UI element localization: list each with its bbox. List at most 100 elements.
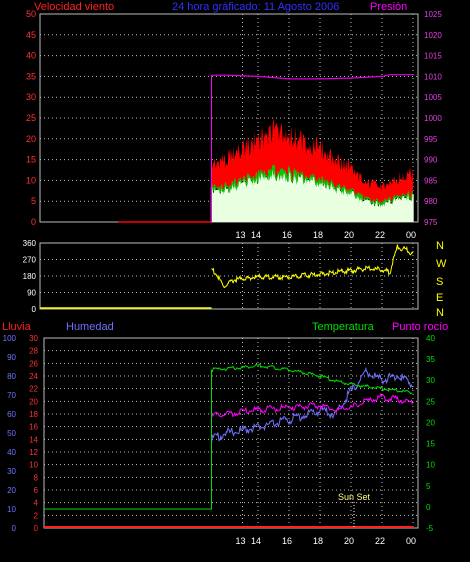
x-tick-label-22: 22 (375, 536, 385, 546)
sunset-label: Sun Set (338, 492, 371, 502)
rain-title: Lluvia (2, 321, 32, 333)
pressure-y-tick-label: 1010 (424, 72, 442, 81)
x-tick-label-14: 14 (251, 536, 261, 546)
rain-y-tick-label: 12 (29, 448, 38, 457)
rain-y-tick-label: 22 (29, 385, 38, 394)
x-tick-label-20: 20 (344, 230, 354, 240)
temperature-y-tick-label: 25 (426, 397, 435, 406)
temperature-y-tick-label: -5 (426, 524, 434, 533)
temperature-y-tick-label: 15 (426, 440, 435, 449)
axis-tick-labels: 0510152025303540455097598098599099510001… (3, 9, 443, 546)
wind-direction-line (211, 244, 414, 289)
rain-y-tick-label: 2 (34, 511, 39, 520)
pressure-y-tick-label: 990 (424, 156, 438, 165)
rain-y-tick-label: 20 (29, 397, 38, 406)
pressure-y-tick-label: 995 (424, 135, 438, 144)
humidity-y-tick-label: 50 (7, 429, 16, 438)
humidity-y-tick-label: 80 (7, 372, 16, 381)
x-tick-label-20: 20 (344, 536, 354, 546)
pressure-y-tick-label: 1000 (424, 114, 442, 123)
direction-y-tick-label: 270 (23, 256, 37, 265)
humidity-y-tick-label: 40 (7, 448, 16, 457)
grid-lines (40, 14, 418, 528)
pressure-y-tick-label: 980 (424, 197, 438, 206)
wind-y-tick-label: 40 (26, 51, 36, 61)
x-tick-label-00: 00 (406, 230, 416, 240)
humidity-y-tick-label: 70 (7, 391, 16, 400)
wind-y-tick-label: 50 (26, 9, 36, 19)
rain-y-tick-label: 8 (34, 473, 39, 482)
wind-direction-panel (39, 242, 419, 310)
x-tick-label-22: 22 (375, 230, 385, 240)
x-tick-label-13: 13 (235, 230, 245, 240)
wind-y-tick-label: 35 (26, 71, 36, 81)
temperature-line (44, 363, 413, 510)
humidity-y-tick-label: 100 (3, 334, 17, 343)
wind-average-line (211, 164, 414, 206)
x-tick-label-13: 13 (235, 536, 245, 546)
direction-y-tick-label: 360 (23, 239, 37, 248)
humidity-y-tick-label: 60 (7, 410, 16, 419)
temperature-y-tick-label: 40 (426, 334, 435, 343)
rain-y-tick-label: 18 (29, 410, 38, 419)
pressure-y-tick-label: 1020 (424, 31, 442, 40)
pressure-y-tick-label: 1005 (424, 93, 442, 102)
direction-y-tick-label: 180 (23, 272, 37, 281)
wind-y-tick-label: 5 (31, 196, 36, 206)
compass-label-s: S (436, 276, 443, 288)
rain-y-tick-label: 24 (29, 372, 38, 381)
temperature-humidity-panel (43, 337, 419, 529)
x-tick-label-14: 14 (251, 230, 261, 240)
humidity-title: Humedad (66, 321, 114, 333)
temperature-y-tick-label: 20 (426, 418, 435, 427)
wind-y-tick-label: 25 (26, 113, 36, 123)
wind-y-tick-label: 30 (26, 92, 36, 102)
temperature-y-tick-label: 5 (426, 482, 431, 491)
x-tick-label-16: 16 (282, 230, 292, 240)
compass-label-e: E (436, 292, 443, 304)
dewpoint-line (211, 392, 413, 418)
wind-y-tick-label: 45 (26, 30, 36, 40)
rain-y-tick-label: 6 (34, 486, 39, 495)
humidity-y-tick-label: 30 (7, 467, 16, 476)
x-tick-label-18: 18 (313, 536, 323, 546)
temperature-y-tick-label: 10 (426, 461, 435, 470)
rain-y-tick-label: 0 (34, 524, 39, 533)
humidity-y-tick-label: 90 (7, 353, 16, 362)
x-tick-label-18: 18 (313, 230, 323, 240)
wind-y-tick-label: 10 (26, 175, 36, 185)
humidity-y-tick-label: 10 (7, 505, 16, 514)
direction-y-tick-label: 0 (32, 305, 37, 314)
pressure-y-tick-label: 1015 (424, 52, 442, 61)
compass-label-n-top: N (436, 240, 444, 252)
wind-y-tick-label: 20 (26, 134, 36, 144)
pressure-y-tick-label: 1025 (424, 10, 442, 19)
period-title: 24 hora gráficado: 11 Agosto 2006 (172, 1, 339, 13)
pressure-line (211, 74, 413, 80)
temperature-y-tick-label: 0 (426, 503, 431, 512)
rain-y-tick-label: 10 (29, 461, 38, 470)
pressure-title: Presión (370, 1, 407, 13)
direction-y-tick-label: 90 (27, 289, 36, 298)
wind-y-tick-label: 15 (26, 155, 36, 165)
x-tick-label-16: 16 (282, 536, 292, 546)
compass-label-w: W (436, 258, 447, 270)
x-tick-label-00: 00 (406, 536, 416, 546)
pressure-y-tick-label: 975 (424, 218, 438, 227)
rain-y-tick-label: 16 (29, 423, 38, 432)
wind-y-tick-label: 0 (31, 217, 36, 227)
rain-y-tick-label: 14 (29, 435, 38, 444)
pressure-y-tick-label: 985 (424, 176, 438, 185)
temperature-y-tick-label: 30 (426, 376, 435, 385)
humidity-y-tick-label: 20 (7, 486, 16, 495)
rain-y-tick-label: 26 (29, 359, 38, 368)
temperature-y-tick-label: 35 (426, 355, 435, 364)
rain-y-tick-label: 30 (29, 334, 38, 343)
data-series (40, 74, 414, 528)
temperature-title: Temperatura (312, 321, 375, 333)
humidity-y-tick-label: 0 (12, 524, 17, 533)
dewpoint-title: Punto rocío (392, 321, 448, 333)
rain-y-tick-label: 4 (34, 499, 39, 508)
compass-label-n-bottom: N (436, 307, 444, 319)
